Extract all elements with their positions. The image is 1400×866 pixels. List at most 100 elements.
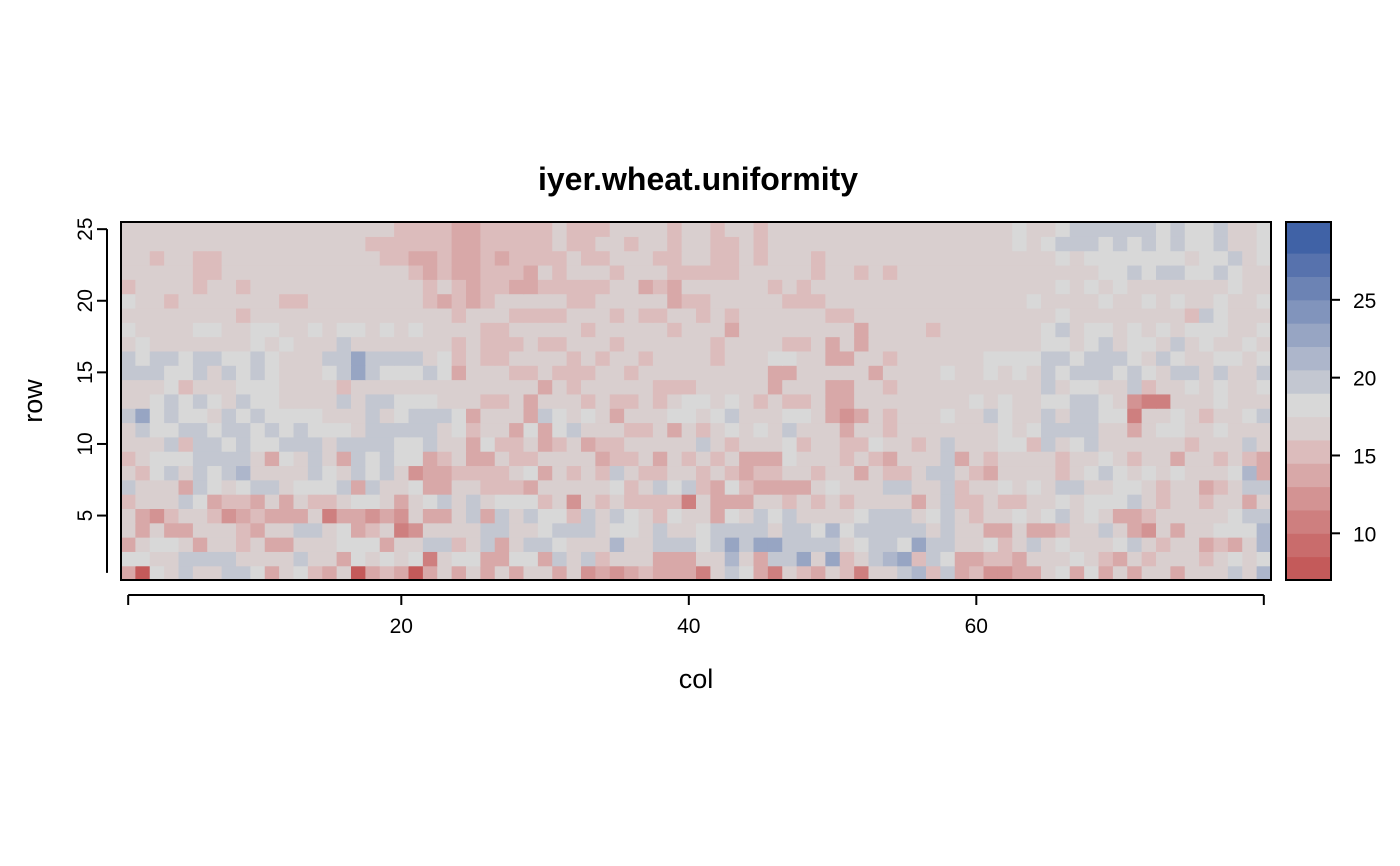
- heatmap-cell: [581, 322, 596, 338]
- heatmap-cell: [394, 508, 410, 524]
- heatmap-cell: [566, 307, 582, 323]
- heatmap-cell: [696, 522, 711, 538]
- heatmap-cell: [1041, 222, 1056, 237]
- heatmap-cell: [1055, 365, 1071, 381]
- heatmap-cell: [811, 551, 826, 567]
- heatmap-cell: [307, 350, 323, 366]
- heatmap-cell: [1184, 236, 1200, 252]
- heatmap-cell: [624, 393, 640, 409]
- heatmap-cell: [1084, 522, 1100, 538]
- heatmap-cell: [509, 537, 525, 552]
- heatmap-cell: [1069, 508, 1085, 524]
- heatmap-cell: [437, 465, 453, 481]
- heatmap-cell: [997, 236, 1013, 252]
- heatmap-cell: [882, 322, 898, 338]
- heatmap-cell: [911, 508, 927, 524]
- heatmap-cell: [1184, 522, 1200, 538]
- heatmap-cell: [523, 508, 539, 524]
- colorbar: [1285, 221, 1332, 581]
- heatmap-cell: [1199, 522, 1215, 538]
- heatmap-cell: [264, 264, 280, 280]
- heatmap-cell: [839, 393, 855, 409]
- heatmap-cell: [494, 264, 510, 280]
- heatmap-cell: [854, 250, 870, 266]
- heatmap-cell: [825, 551, 841, 567]
- colorbar-swatch: [1286, 416, 1331, 441]
- heatmap-cell: [753, 379, 769, 395]
- heatmap-cell: [509, 565, 525, 581]
- heatmap-cell: [595, 307, 611, 323]
- heatmap-cell: [811, 350, 826, 366]
- heatmap-cell: [537, 422, 553, 438]
- heatmap-cell: [839, 537, 855, 552]
- heatmap-cell: [192, 451, 208, 467]
- heatmap-cell: [782, 565, 798, 581]
- heatmap-cell: [954, 365, 970, 381]
- heatmap-cell: [796, 508, 812, 524]
- heatmap-cell: [1184, 451, 1200, 467]
- heatmap-cell: [1012, 293, 1028, 309]
- heatmap-cell: [897, 551, 913, 567]
- heatmap-cell: [1098, 465, 1114, 481]
- heatmap-cell: [1041, 479, 1056, 495]
- heatmap-cell: [523, 522, 539, 538]
- heatmap-cell: [997, 565, 1013, 581]
- heatmap-cell: [394, 264, 410, 280]
- heatmap-cell: [1184, 350, 1200, 366]
- heatmap-cell: [1141, 408, 1157, 424]
- heatmap-cell: [839, 494, 855, 509]
- heatmap-cell: [854, 508, 870, 524]
- heatmap-cell: [1127, 250, 1143, 266]
- heatmap-cell: [236, 293, 251, 309]
- heatmap-cell: [307, 250, 323, 266]
- heatmap-cell: [422, 393, 438, 409]
- heatmap-cell: [509, 479, 525, 495]
- heatmap-cell: [236, 279, 251, 295]
- heatmap-cell: [236, 336, 251, 352]
- heatmap-cell: [192, 537, 208, 552]
- heatmap-cell: [480, 422, 496, 438]
- heatmap-cell: [351, 293, 366, 309]
- heatmap-cell: [250, 279, 266, 295]
- heatmap-cell: [696, 479, 711, 495]
- heatmap-cell: [221, 307, 237, 323]
- heatmap-cell: [437, 236, 453, 252]
- heatmap-cell: [1213, 565, 1229, 581]
- heatmap-cell: [969, 222, 985, 237]
- heatmap-cell: [121, 365, 136, 381]
- heatmap-cell: [839, 436, 855, 452]
- heatmap-cell: [1156, 379, 1171, 395]
- heatmap-cell: [638, 279, 654, 295]
- heatmap-cell: [969, 451, 985, 467]
- heatmap-cell: [135, 465, 151, 481]
- heatmap-cell: [854, 408, 870, 424]
- heatmap-cell: [149, 379, 165, 395]
- heatmap-cell: [178, 451, 194, 467]
- heatmap-cell: [1141, 522, 1157, 538]
- heatmap-cell: [1069, 565, 1085, 581]
- heatmap-cell: [638, 551, 654, 567]
- heatmap-cell: [494, 451, 510, 467]
- heatmap-cell: [351, 393, 366, 409]
- heatmap-cell: [811, 264, 826, 280]
- heatmap-cell: [652, 508, 668, 524]
- heatmap-cell: [652, 365, 668, 381]
- heatmap-cell: [1199, 379, 1215, 395]
- heatmap-cell: [811, 479, 826, 495]
- heatmap-cell: [451, 379, 467, 395]
- heatmap-cell: [509, 222, 525, 237]
- heatmap-cell: [739, 393, 755, 409]
- heatmap-cell: [1084, 350, 1100, 366]
- heatmap-cell: [307, 408, 323, 424]
- heatmap-cell: [1112, 422, 1128, 438]
- heatmap-cell: [1098, 236, 1114, 252]
- heatmap-cell: [983, 264, 999, 280]
- heatmap-cell: [192, 565, 208, 581]
- heatmap-cell: [236, 494, 251, 509]
- heatmap-cell: [1156, 264, 1171, 280]
- heatmap-cell: [667, 408, 683, 424]
- heatmap-cell: [408, 250, 424, 266]
- heatmap-cell: [681, 236, 697, 252]
- heatmap-cell: [1026, 465, 1042, 481]
- heatmap-cell: [236, 350, 251, 366]
